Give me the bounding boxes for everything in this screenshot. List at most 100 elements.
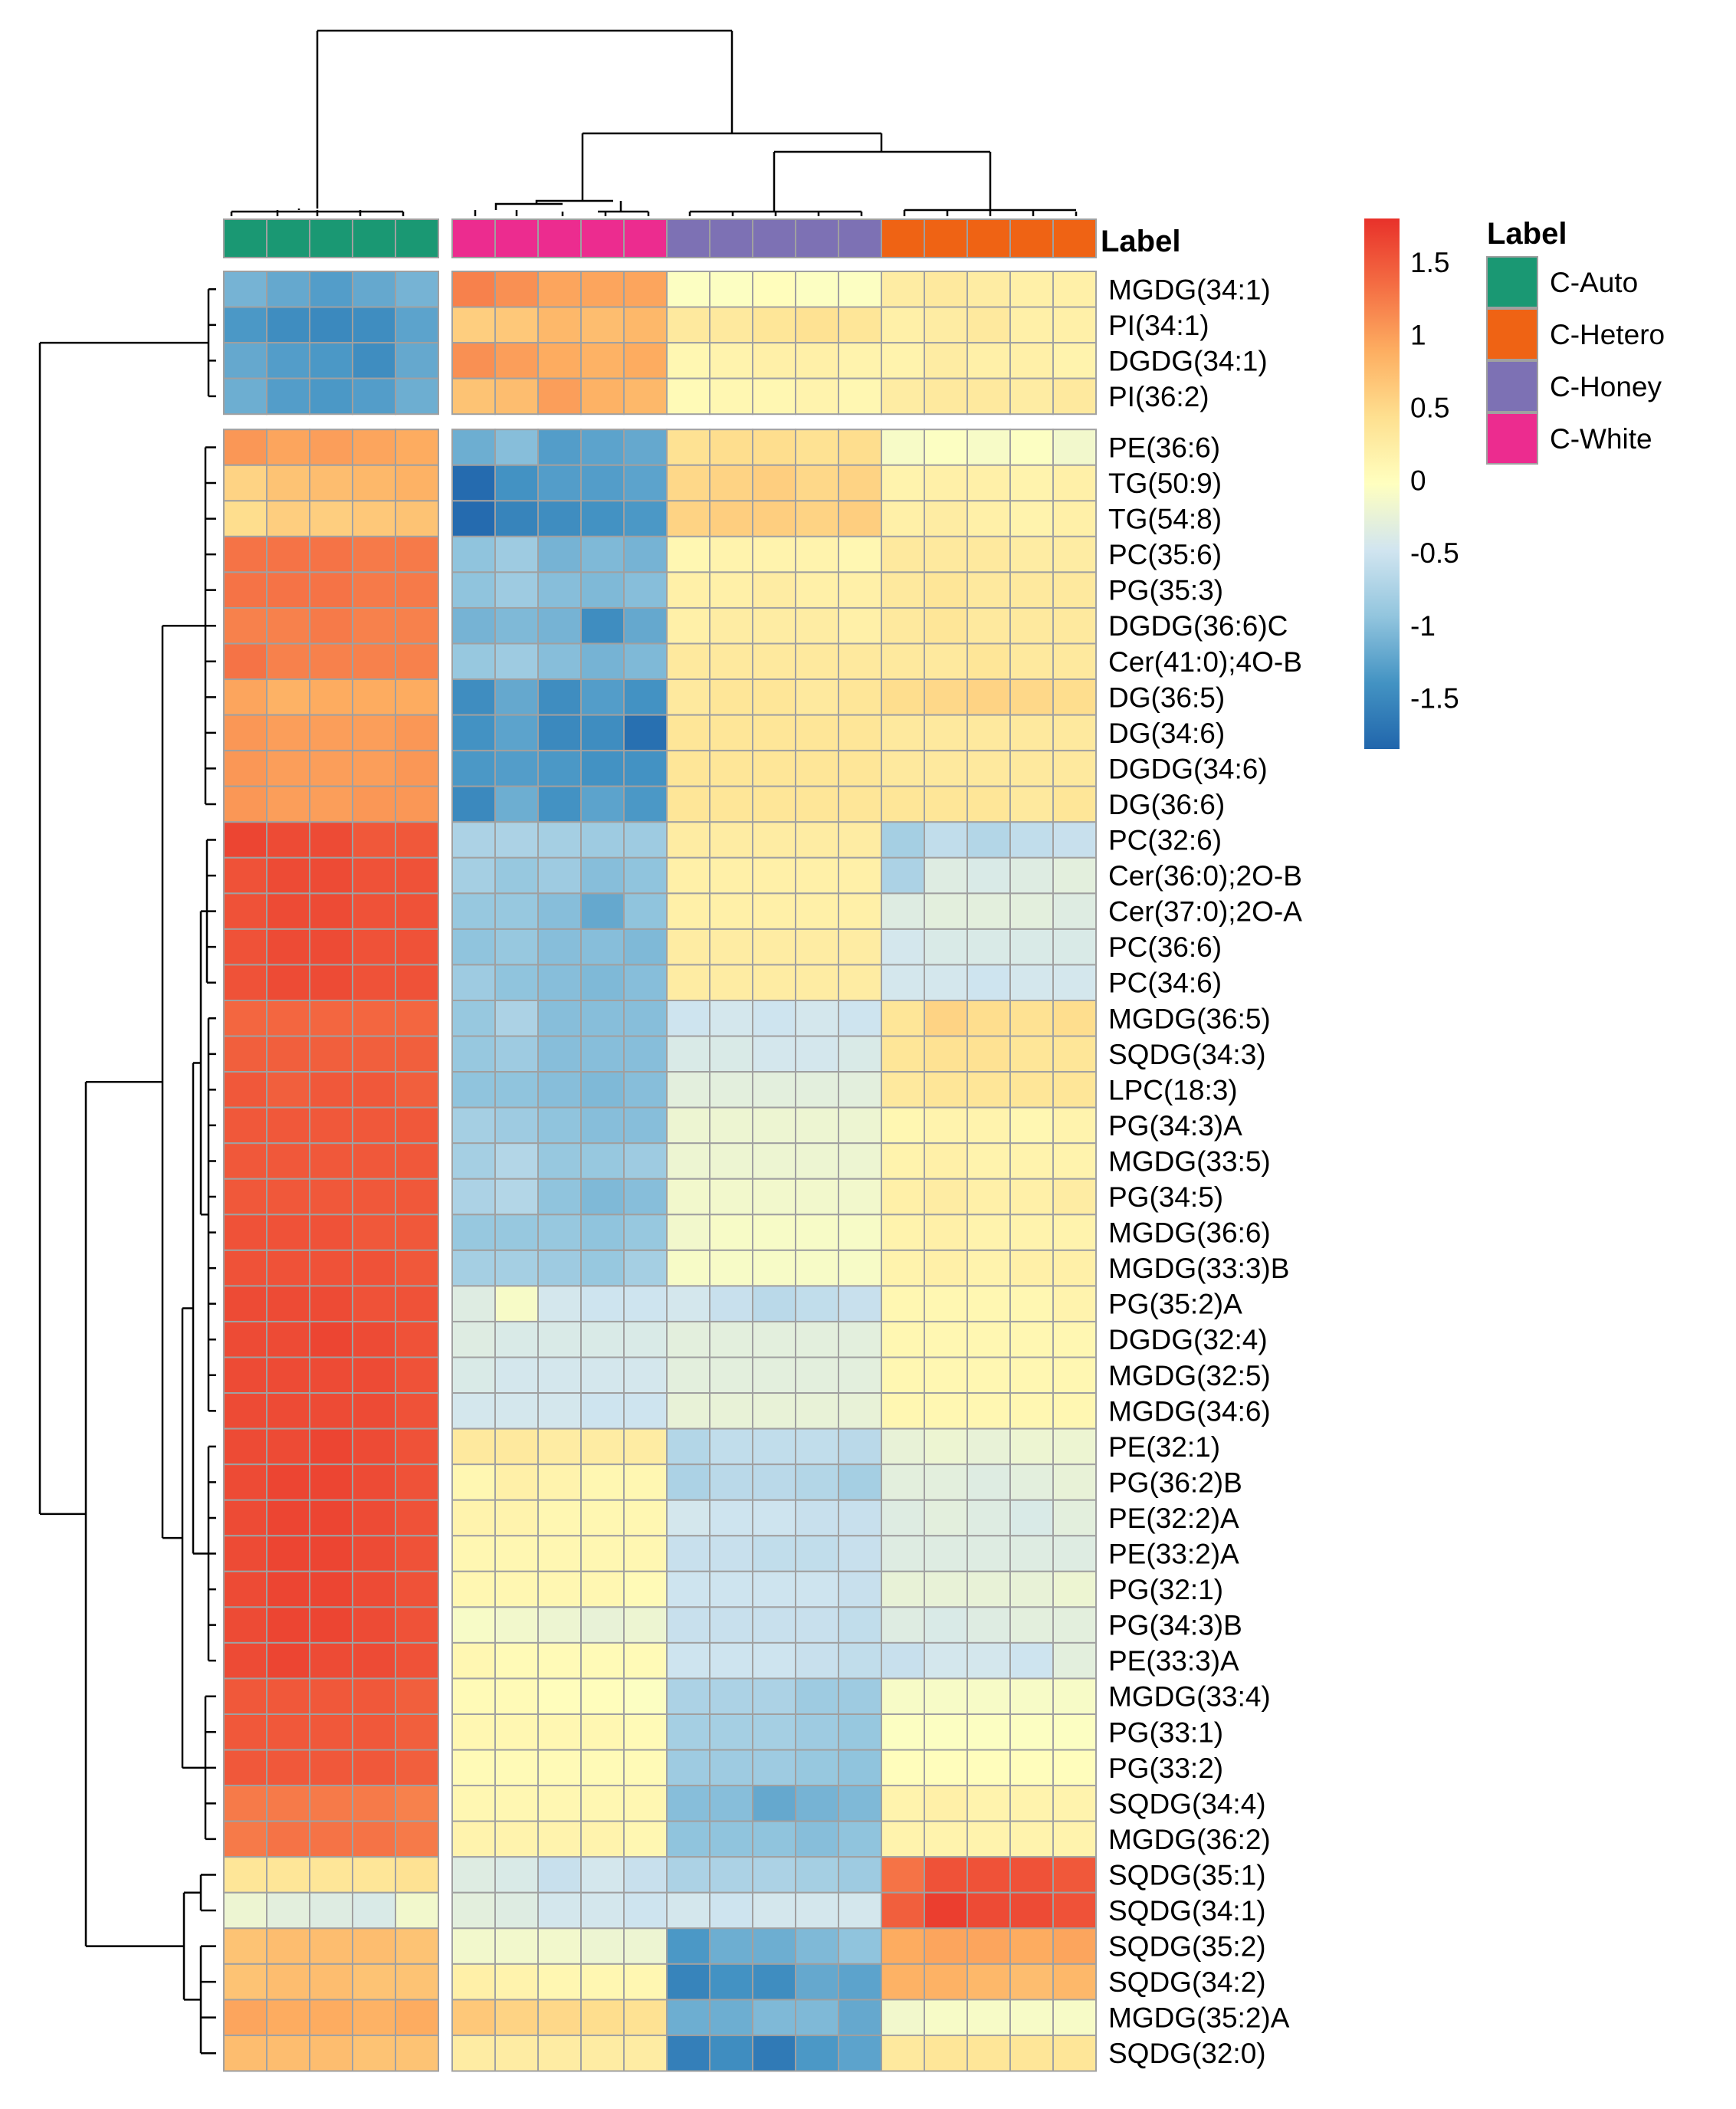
heatmap-cell: [309, 1856, 353, 1894]
annotation-cell: [1009, 218, 1054, 258]
heatmap-cell: [580, 1463, 625, 1501]
col-dendro-branch: [688, 210, 863, 216]
row-label: DGDG(34:6): [1108, 753, 1268, 784]
heatmap-cell: [266, 1249, 310, 1287]
heatmap-cell: [451, 1249, 496, 1287]
heatmap-cell: [752, 1035, 796, 1073]
heatmap-cell: [795, 1285, 839, 1322]
heatmap-cell: [881, 1249, 925, 1287]
heatmap-cell: [494, 1535, 539, 1572]
heatmap-cell: [752, 1356, 796, 1395]
heatmap-cell: [580, 1856, 625, 1894]
heatmap-cell: [580, 1570, 625, 1608]
heatmap-cell: [537, 571, 582, 609]
heatmap-cell: [666, 306, 710, 344]
heatmap-cell: [494, 928, 539, 966]
heatmap-cell: [537, 377, 582, 416]
heatmap-cell: [666, 1142, 710, 1180]
heatmap-cell: [266, 1320, 310, 1358]
heatmap-cell: [395, 1749, 439, 1787]
heatmap-cell: [395, 377, 439, 416]
heatmap-cell: [223, 1749, 267, 1787]
heatmap-cell: [352, 1570, 396, 1608]
heatmap-cell: [881, 1785, 925, 1822]
heatmap-cell: [666, 1071, 710, 1109]
heatmap-cell: [309, 1677, 353, 1715]
heatmap-cell: [266, 429, 310, 466]
heatmap-cell: [537, 1427, 582, 1466]
heatmap-cell: [752, 1641, 796, 1680]
group-legend-title: Label: [1487, 217, 1567, 251]
heatmap-cell: [1052, 1891, 1097, 1930]
heatmap-cell: [395, 429, 439, 466]
heatmap-cell: [795, 1749, 839, 1787]
heatmap-cell: [752, 1820, 796, 1858]
heatmap-cell: [494, 1820, 539, 1858]
heatmap-cell: [623, 342, 668, 379]
heatmap-cell: [966, 500, 1011, 537]
heatmap-cell: [666, 821, 710, 859]
heatmap-cell: [623, 571, 668, 609]
heatmap-cell: [580, 1071, 625, 1109]
heatmap-cell: [309, 1606, 353, 1644]
heatmap-cell: [451, 1071, 496, 1109]
heatmap-cell: [709, 2034, 753, 2072]
heatmap-cell: [451, 1570, 496, 1608]
heatmap-cell: [494, 606, 539, 645]
heatmap-cell: [795, 1677, 839, 1715]
heatmap-cell: [924, 1749, 968, 1787]
heatmap-cell: [881, 892, 925, 930]
heatmap-cell: [395, 1356, 439, 1395]
heatmap-cell: [752, 714, 796, 752]
heatmap-cell: [795, 1463, 839, 1501]
heatmap-cell: [266, 714, 310, 752]
heatmap-cell: [537, 1999, 582, 2036]
heatmap-cell: [838, 1249, 882, 1287]
heatmap-cell: [838, 1641, 882, 1680]
heatmap-cell: [966, 1178, 1011, 1216]
heatmap-cell: [1009, 642, 1054, 681]
heatmap-cell: [709, 821, 753, 859]
col-dendro-branch: [474, 199, 650, 216]
heatmap-cell: [494, 714, 539, 752]
heatmap-cell: [666, 750, 710, 787]
legend-swatch: [1486, 256, 1538, 308]
heatmap-cell: [838, 1285, 882, 1322]
heatmap-cell: [309, 306, 353, 344]
heatmap-cell: [795, 1035, 839, 1073]
heatmap-cell: [966, 1392, 1011, 1430]
heatmap-cell: [494, 964, 539, 1001]
heatmap-cell: [309, 271, 353, 308]
heatmap-cell: [309, 1000, 353, 1037]
annotation-cell: [1052, 218, 1097, 258]
heatmap-cell: [795, 1856, 839, 1894]
heatmap-cell: [494, 271, 539, 308]
heatmap-cell: [580, 535, 625, 573]
heatmap-cell: [924, 1963, 968, 2001]
heatmap-cell: [666, 2034, 710, 2072]
heatmap-cell: [266, 750, 310, 787]
heatmap-cell: [537, 1106, 582, 1145]
heatmap-cell: [494, 500, 539, 537]
row-label: PG(33:2): [1108, 1753, 1223, 1784]
heatmap-cell: [709, 928, 753, 966]
heatmap-cell: [537, 1035, 582, 1073]
heatmap-cell: [752, 464, 796, 502]
heatmap-cell: [309, 856, 353, 895]
annotation-cell: [924, 218, 968, 258]
heatmap-cell: [580, 306, 625, 344]
heatmap-cell: [881, 1749, 925, 1787]
colorbar-tick-label: 0.5: [1410, 392, 1449, 423]
heatmap-cell: [881, 535, 925, 573]
heatmap-cell: [494, 1035, 539, 1073]
heatmap-cell: [1009, 1606, 1054, 1644]
heatmap-cell: [709, 714, 753, 752]
heatmap-cell: [795, 1178, 839, 1216]
colorbar-gradient: [1364, 218, 1400, 749]
heatmap-cell: [623, 928, 668, 966]
heatmap-cell: [924, 429, 968, 466]
heatmap-cell: [1052, 500, 1097, 537]
heatmap-cell: [309, 928, 353, 966]
heatmap-cell: [1052, 1320, 1097, 1358]
heatmap-cell: [838, 714, 882, 752]
